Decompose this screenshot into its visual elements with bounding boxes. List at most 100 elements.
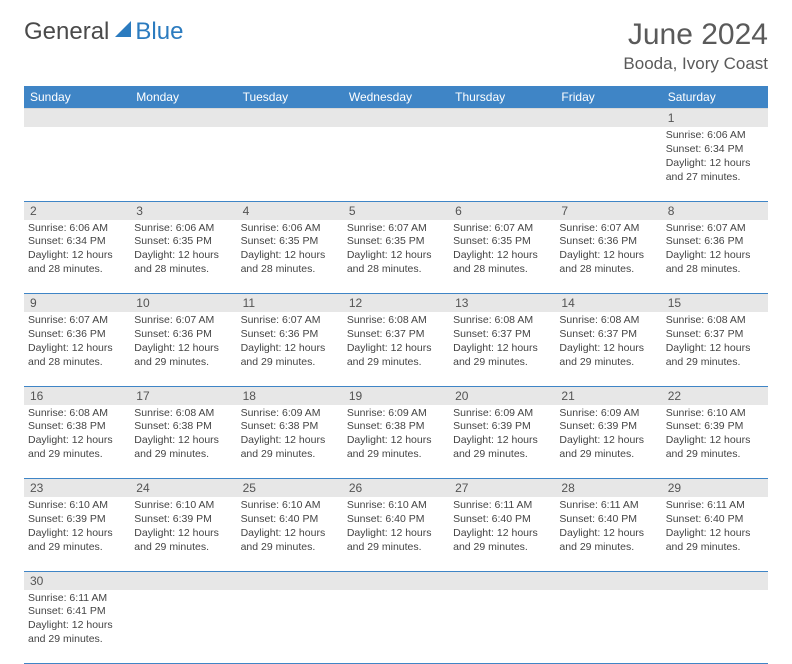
sunrise-line: Sunrise: 6:08 AM: [453, 314, 551, 328]
week-row: Sunrise: 6:10 AMSunset: 6:39 PMDaylight:…: [24, 497, 768, 571]
day-number: [555, 571, 661, 590]
sunrise-line: Sunrise: 6:09 AM: [241, 407, 339, 421]
day-header: Saturday: [662, 86, 768, 109]
sunset-line: Sunset: 6:34 PM: [28, 235, 126, 249]
daynum-row: 1: [24, 109, 768, 128]
daylight1-line: Daylight: 12 hours: [241, 342, 339, 356]
daylight1-line: Daylight: 12 hours: [559, 249, 657, 263]
sunset-line: Sunset: 6:37 PM: [559, 328, 657, 342]
day-number: [343, 109, 449, 128]
sunset-line: Sunset: 6:34 PM: [666, 143, 764, 157]
sunset-line: Sunset: 6:37 PM: [453, 328, 551, 342]
sunset-line: Sunset: 6:39 PM: [28, 513, 126, 527]
sunset-line: Sunset: 6:36 PM: [666, 235, 764, 249]
day-cell: [24, 127, 130, 201]
day-cell: Sunrise: 6:09 AMSunset: 6:39 PMDaylight:…: [555, 405, 661, 479]
daylight2-line: and 29 minutes.: [28, 633, 126, 647]
day-cell: Sunrise: 6:10 AMSunset: 6:40 PMDaylight:…: [343, 497, 449, 571]
week-row: Sunrise: 6:08 AMSunset: 6:38 PMDaylight:…: [24, 405, 768, 479]
daylight2-line: and 28 minutes.: [241, 263, 339, 277]
logo-text-blue: Blue: [135, 18, 183, 46]
day-cell-text: Sunrise: 6:09 AMSunset: 6:39 PMDaylight:…: [453, 407, 551, 462]
title-block: June 2024 Booda, Ivory Coast: [623, 18, 768, 74]
day-cell: [449, 590, 555, 664]
week-row: Sunrise: 6:07 AMSunset: 6:36 PMDaylight:…: [24, 312, 768, 386]
day-number: [130, 109, 236, 128]
daylight1-line: Daylight: 12 hours: [241, 249, 339, 263]
day-number: 29: [662, 479, 768, 498]
sunrise-line: Sunrise: 6:06 AM: [666, 129, 764, 143]
day-cell: Sunrise: 6:07 AMSunset: 6:36 PMDaylight:…: [130, 312, 236, 386]
day-number: 28: [555, 479, 661, 498]
sunrise-line: Sunrise: 6:08 AM: [134, 407, 232, 421]
daynum-row: 9101112131415: [24, 294, 768, 313]
day-cell-text: Sunrise: 6:11 AMSunset: 6:40 PMDaylight:…: [666, 499, 764, 554]
day-header: Monday: [130, 86, 236, 109]
day-cell: Sunrise: 6:06 AMSunset: 6:34 PMDaylight:…: [24, 220, 130, 294]
day-cell: [237, 590, 343, 664]
daylight1-line: Daylight: 12 hours: [28, 527, 126, 541]
day-cell: Sunrise: 6:07 AMSunset: 6:36 PMDaylight:…: [662, 220, 768, 294]
logo: General Blue: [24, 18, 183, 46]
daylight1-line: Daylight: 12 hours: [559, 434, 657, 448]
daylight2-line: and 29 minutes.: [241, 541, 339, 555]
daylight1-line: Daylight: 12 hours: [666, 527, 764, 541]
day-number: 15: [662, 294, 768, 313]
day-number: 18: [237, 386, 343, 405]
sunrise-line: Sunrise: 6:11 AM: [453, 499, 551, 513]
day-header: Wednesday: [343, 86, 449, 109]
day-cell: Sunrise: 6:07 AMSunset: 6:36 PMDaylight:…: [237, 312, 343, 386]
sunset-line: Sunset: 6:36 PM: [241, 328, 339, 342]
daylight2-line: and 29 minutes.: [666, 356, 764, 370]
daylight1-line: Daylight: 12 hours: [666, 434, 764, 448]
header-row: General Blue June 2024 Booda, Ivory Coas…: [24, 18, 768, 74]
day-cell-text: Sunrise: 6:07 AMSunset: 6:36 PMDaylight:…: [241, 314, 339, 369]
day-number: 22: [662, 386, 768, 405]
daylight2-line: and 29 minutes.: [241, 356, 339, 370]
day-number: 16: [24, 386, 130, 405]
week-row: Sunrise: 6:06 AMSunset: 6:34 PMDaylight:…: [24, 127, 768, 201]
day-number: 5: [343, 201, 449, 220]
sunrise-line: Sunrise: 6:08 AM: [666, 314, 764, 328]
sunset-line: Sunset: 6:39 PM: [134, 513, 232, 527]
day-cell: Sunrise: 6:07 AMSunset: 6:35 PMDaylight:…: [343, 220, 449, 294]
sunset-line: Sunset: 6:40 PM: [559, 513, 657, 527]
daylight1-line: Daylight: 12 hours: [241, 434, 339, 448]
day-cell-text: Sunrise: 6:06 AMSunset: 6:34 PMDaylight:…: [666, 129, 764, 184]
sunset-line: Sunset: 6:36 PM: [559, 235, 657, 249]
day-cell-text: Sunrise: 6:09 AMSunset: 6:38 PMDaylight:…: [241, 407, 339, 462]
daylight2-line: and 27 minutes.: [666, 171, 764, 185]
daylight2-line: and 29 minutes.: [134, 356, 232, 370]
daylight1-line: Daylight: 12 hours: [28, 249, 126, 263]
day-number: 6: [449, 201, 555, 220]
day-cell-text: Sunrise: 6:06 AMSunset: 6:35 PMDaylight:…: [134, 222, 232, 277]
day-cell: Sunrise: 6:08 AMSunset: 6:37 PMDaylight:…: [343, 312, 449, 386]
sunrise-line: Sunrise: 6:09 AM: [347, 407, 445, 421]
daylight1-line: Daylight: 12 hours: [347, 434, 445, 448]
daylight2-line: and 29 minutes.: [453, 541, 551, 555]
day-number: 23: [24, 479, 130, 498]
sunset-line: Sunset: 6:38 PM: [134, 420, 232, 434]
day-number: [343, 571, 449, 590]
daylight1-line: Daylight: 12 hours: [453, 527, 551, 541]
day-number: 11: [237, 294, 343, 313]
sunset-line: Sunset: 6:40 PM: [453, 513, 551, 527]
sunset-line: Sunset: 6:39 PM: [666, 420, 764, 434]
day-header-row: Sunday Monday Tuesday Wednesday Thursday…: [24, 86, 768, 109]
sunset-line: Sunset: 6:35 PM: [347, 235, 445, 249]
sunrise-line: Sunrise: 6:08 AM: [28, 407, 126, 421]
sunrise-line: Sunrise: 6:09 AM: [559, 407, 657, 421]
daylight1-line: Daylight: 12 hours: [559, 527, 657, 541]
day-cell: Sunrise: 6:07 AMSunset: 6:36 PMDaylight:…: [24, 312, 130, 386]
day-cell: Sunrise: 6:08 AMSunset: 6:37 PMDaylight:…: [449, 312, 555, 386]
daylight1-line: Daylight: 12 hours: [134, 527, 232, 541]
day-header: Thursday: [449, 86, 555, 109]
daylight2-line: and 28 minutes.: [28, 263, 126, 277]
daylight2-line: and 28 minutes.: [559, 263, 657, 277]
day-header: Friday: [555, 86, 661, 109]
sunrise-line: Sunrise: 6:09 AM: [453, 407, 551, 421]
sunset-line: Sunset: 6:39 PM: [453, 420, 551, 434]
day-number: 3: [130, 201, 236, 220]
sunset-line: Sunset: 6:35 PM: [453, 235, 551, 249]
sunset-line: Sunset: 6:38 PM: [241, 420, 339, 434]
